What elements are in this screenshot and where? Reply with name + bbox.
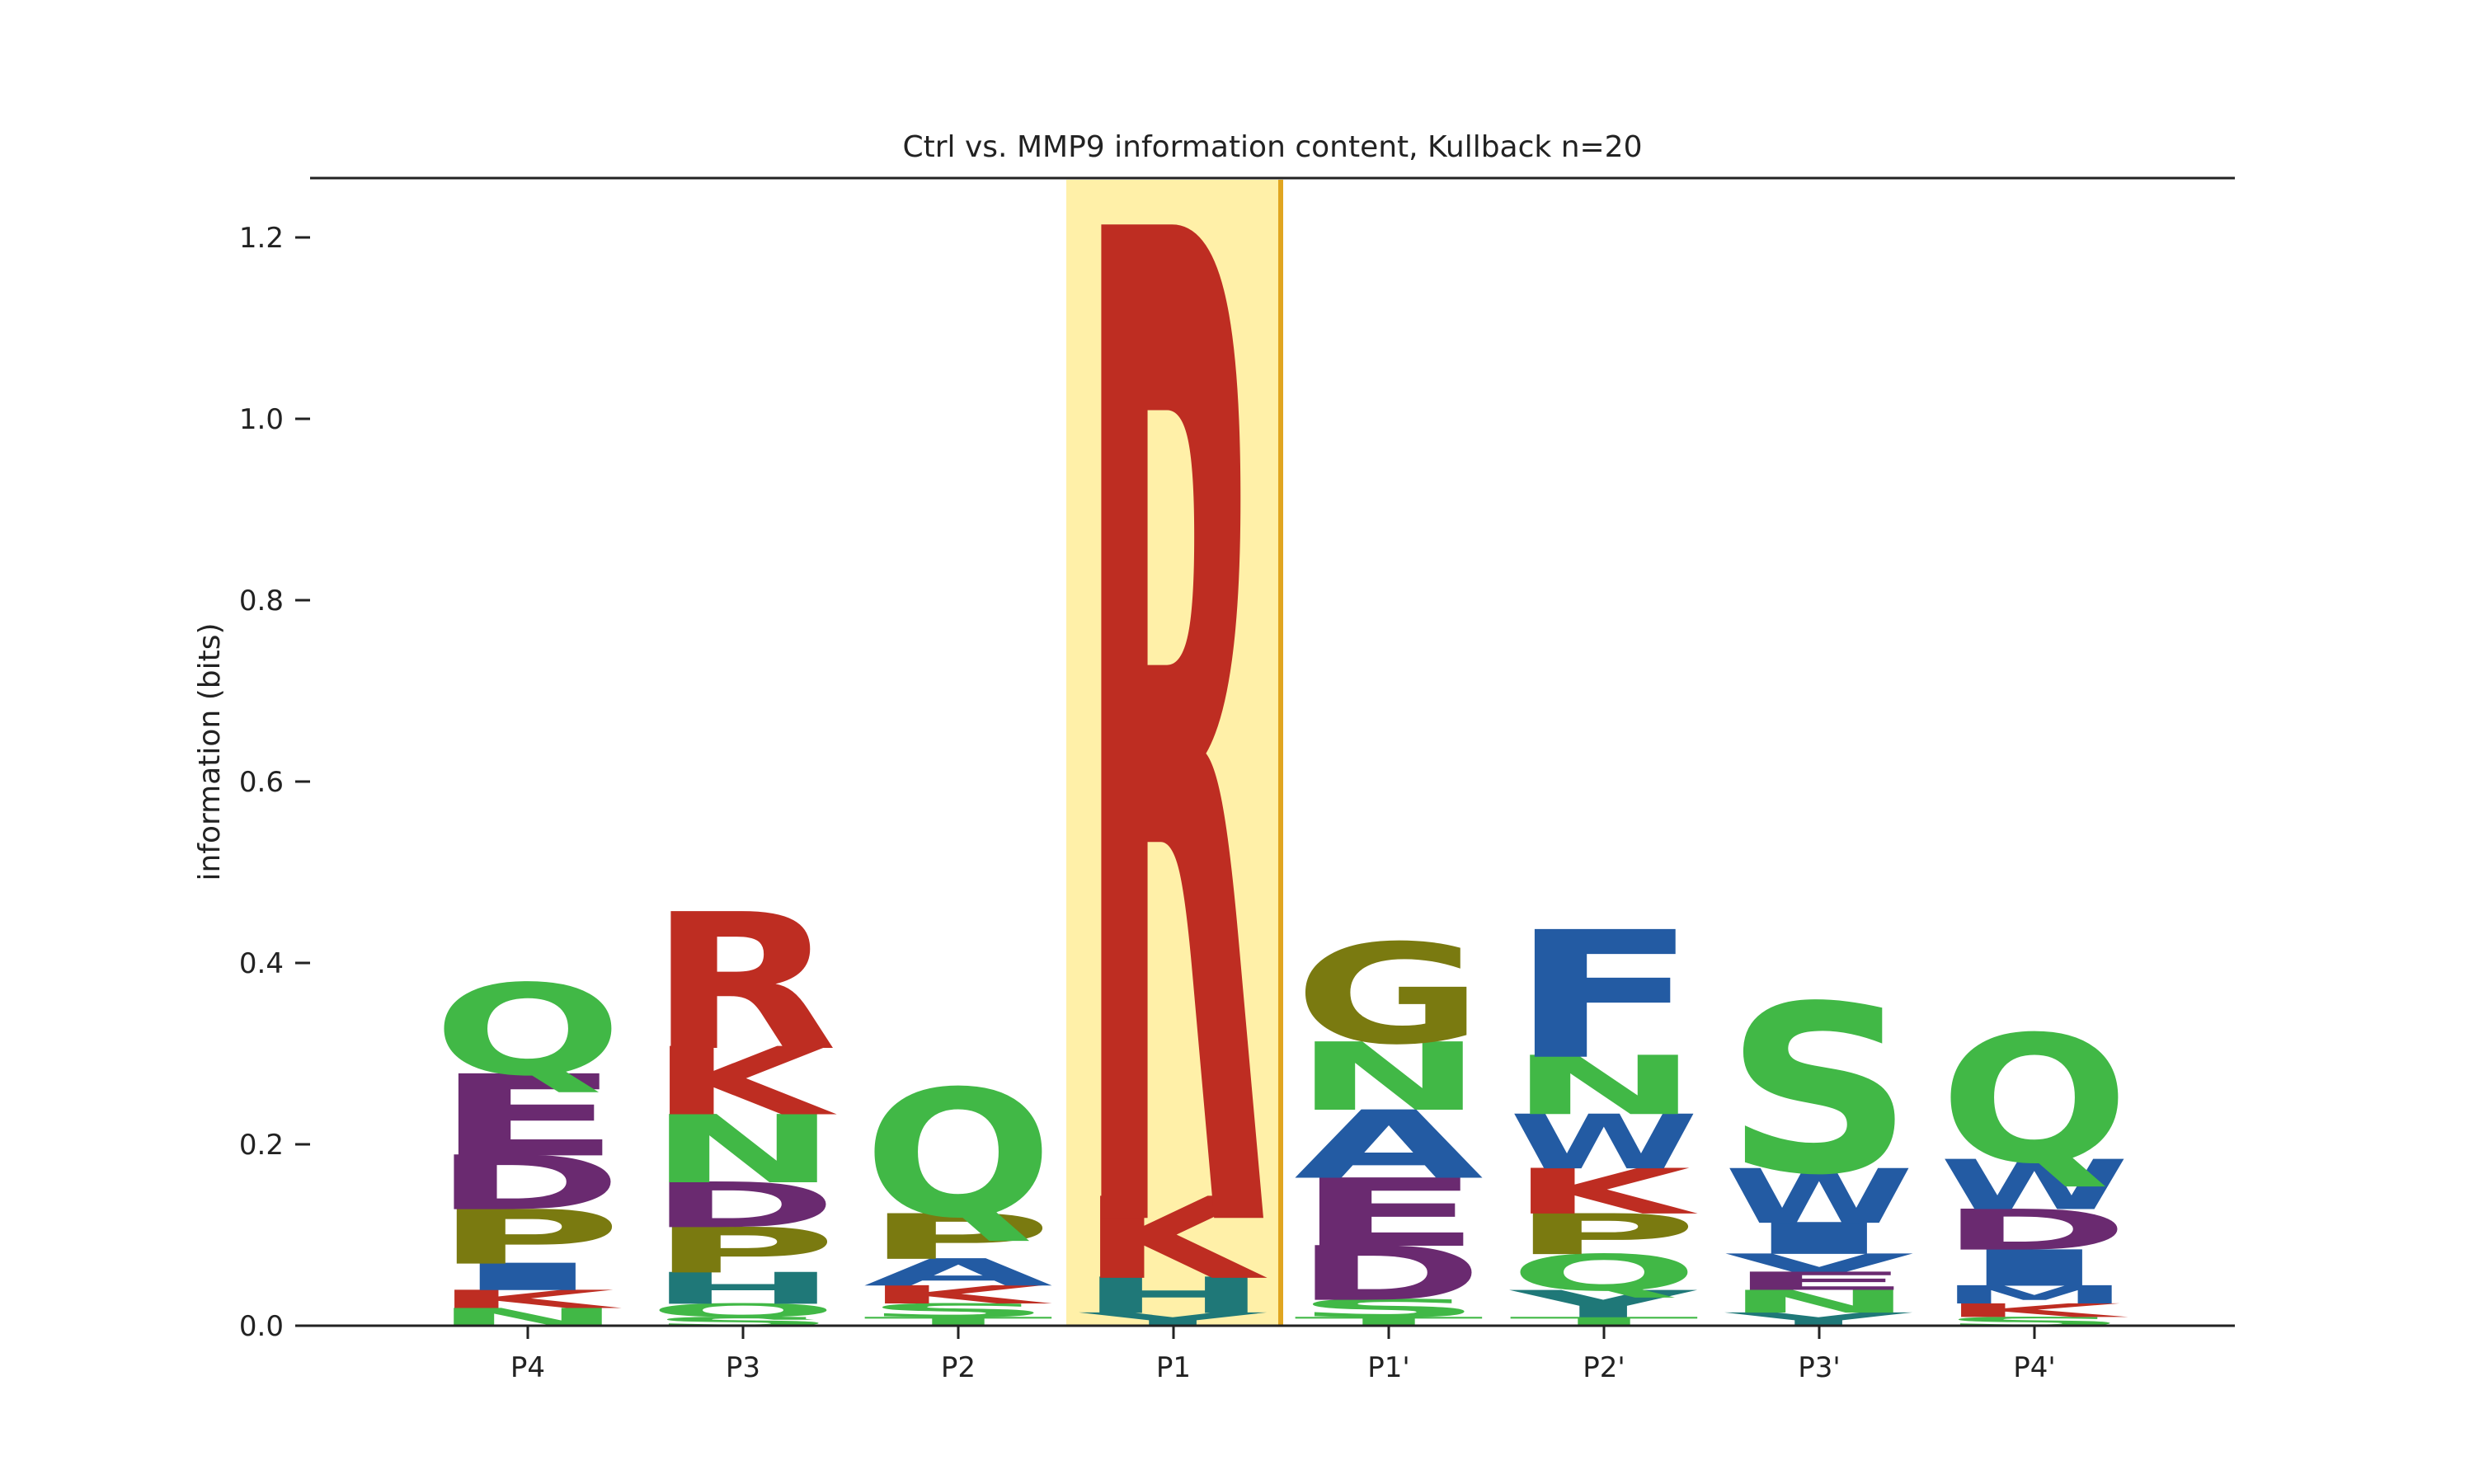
logo-letter-d: D	[1294, 1230, 1484, 1317]
logo-letter-a: A	[1294, 1091, 1484, 1200]
logo-letter-h: H	[648, 1263, 838, 1314]
logo-letter-e: E	[1724, 1266, 1914, 1295]
logo-letter-s: S	[1294, 1294, 1484, 1322]
logo-letter-g: G	[1294, 915, 1484, 1075]
logo-letter-n: N	[1294, 1023, 1484, 1133]
y-tick-label: 0.2	[239, 1129, 284, 1162]
x-tick-label: P1	[1156, 1351, 1191, 1384]
highlight-layer	[1066, 180, 1283, 1326]
logo-letter-h: H	[1079, 1266, 1268, 1325]
y-tick-label: 0.4	[239, 947, 284, 980]
logo-letter-a: A	[863, 1251, 1053, 1294]
y-axis-label: information (bits)	[193, 622, 227, 881]
logo-letter-p: P	[648, 1214, 838, 1287]
logo-letter-q: Q	[433, 958, 623, 1104]
logo-letter-i: I	[1940, 1239, 2129, 1298]
logo-letter-k: K	[1079, 1173, 1268, 1304]
logo-letter-k: K	[863, 1280, 1052, 1309]
chart-title: Ctrl vs. MMP9 information content, Kullb…	[903, 130, 1643, 164]
x-tick-label: P2	[941, 1351, 976, 1384]
logo-letter-p: P	[1509, 1202, 1699, 1268]
logo-letter-i: I	[1724, 1214, 1914, 1265]
logo-letter-i: I	[433, 1256, 623, 1299]
logo-letter-w: W	[1940, 1146, 2129, 1226]
logo-letter-p: P	[433, 1195, 623, 1282]
logo-letter-d: D	[648, 1169, 838, 1242]
logo-letter-m: M	[1940, 1280, 2129, 1309]
logo-letter-n: N	[648, 1096, 838, 1205]
y-axis: 0.0 0.2 0.4 0.6 0.8 1.0 1.2	[239, 222, 310, 1343]
logo-letter-d: D	[433, 1139, 623, 1227]
logo-letter-q: Q	[1940, 999, 2129, 1203]
x-tick-label: P3'	[1798, 1351, 1840, 1384]
logo-letter-r: R	[1079, 0, 1268, 1484]
logo-letter-k: K	[1509, 1156, 1699, 1228]
y-tick-label: 0.8	[239, 585, 284, 618]
logo-letter-q: Q	[1509, 1244, 1699, 1303]
y-tick-label: 1.0	[239, 403, 284, 436]
logo-letter-v: V	[1724, 1248, 1914, 1277]
x-tick-label: P3	[726, 1351, 760, 1384]
logo-letter-r: R	[648, 874, 838, 1092]
x-tick-label: P2'	[1583, 1351, 1625, 1384]
x-tick-label: P4'	[2013, 1351, 2055, 1384]
x-tick-label: P1'	[1367, 1351, 1409, 1384]
highlight-band	[1066, 180, 1281, 1326]
logo-letter-p: P	[863, 1200, 1053, 1273]
logo-letter-k: K	[648, 1027, 838, 1137]
logo-letter-s: S	[1724, 956, 1914, 1226]
x-axis: P4 P3 P2 P1 P1' P2' P3' P4'	[510, 1326, 2056, 1384]
logo-letter-s: S	[863, 1299, 1053, 1321]
logo-letter-d: D	[1940, 1197, 2129, 1262]
logo-letter-w: W	[1724, 1153, 1914, 1241]
y-tick-label: 1.2	[239, 222, 284, 255]
logo-letter-q: Q	[863, 1054, 1053, 1257]
x-tick-label: P4	[510, 1351, 545, 1384]
logo-letter-k: K	[433, 1284, 622, 1313]
logo-letter-e: E	[1294, 1159, 1484, 1268]
logo-letter-e: E	[433, 1051, 623, 1182]
logo-letter-f: F	[1509, 895, 1699, 1099]
logo-letter-y: Y	[1508, 1283, 1697, 1327]
y-tick-label: 0.6	[239, 766, 284, 799]
logo-letter-q: Q	[648, 1299, 838, 1321]
y-tick-label: 0.0	[239, 1310, 284, 1343]
logo-letter-w: W	[1509, 1099, 1699, 1186]
logo-letter-n: N	[1724, 1284, 1914, 1320]
logo-letter-n: N	[1509, 1039, 1699, 1134]
logo-letter-k: K	[1940, 1299, 2129, 1322]
